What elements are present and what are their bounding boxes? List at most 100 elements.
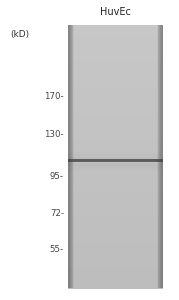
Bar: [68, 221, 163, 223]
Bar: [68, 129, 163, 131]
Bar: [68, 194, 163, 196]
Bar: [68, 180, 163, 181]
Bar: [68, 144, 163, 145]
Bar: [68, 282, 163, 283]
Bar: [68, 154, 163, 155]
Bar: [68, 205, 163, 206]
Bar: [68, 126, 163, 127]
Bar: [68, 46, 163, 47]
Bar: [68, 162, 163, 163]
Bar: [68, 33, 163, 34]
Bar: [68, 75, 163, 76]
Bar: [68, 86, 163, 88]
Bar: [68, 70, 163, 71]
Bar: [68, 97, 163, 98]
Bar: [68, 236, 163, 238]
Bar: [68, 70, 163, 72]
Bar: [68, 73, 163, 75]
Bar: [68, 53, 163, 54]
Bar: [68, 128, 163, 130]
Bar: [68, 122, 163, 124]
Bar: [68, 158, 163, 159]
Bar: [68, 111, 163, 112]
Bar: [68, 80, 163, 82]
Bar: [68, 284, 163, 286]
Bar: [68, 93, 163, 95]
Bar: [68, 48, 163, 49]
Bar: [68, 25, 73, 288]
Bar: [68, 220, 163, 221]
Bar: [68, 108, 163, 110]
Bar: [68, 211, 163, 212]
Bar: [68, 171, 163, 173]
Bar: [68, 167, 163, 168]
Bar: [68, 267, 163, 268]
Bar: [68, 25, 74, 288]
Bar: [68, 151, 163, 153]
Bar: [68, 222, 163, 224]
Bar: [68, 110, 163, 111]
Bar: [68, 117, 163, 118]
Bar: [68, 62, 163, 63]
Bar: [68, 179, 163, 181]
Bar: [68, 207, 163, 209]
Bar: [68, 170, 163, 172]
Bar: [68, 190, 163, 191]
Bar: [68, 209, 163, 211]
Bar: [68, 272, 163, 274]
Bar: [68, 142, 163, 144]
Bar: [68, 49, 163, 50]
Bar: [68, 278, 163, 280]
Bar: [68, 248, 163, 250]
Bar: [68, 139, 163, 140]
Bar: [68, 203, 163, 204]
Bar: [68, 242, 163, 243]
Bar: [68, 253, 163, 254]
Bar: [68, 182, 163, 183]
Bar: [68, 250, 163, 252]
Bar: [68, 236, 163, 237]
Bar: [68, 181, 163, 182]
Bar: [68, 237, 163, 238]
Bar: [68, 158, 163, 159]
Bar: [68, 189, 163, 190]
Bar: [68, 71, 163, 73]
Bar: [68, 64, 163, 66]
Bar: [68, 25, 71, 288]
Bar: [68, 34, 163, 36]
Bar: [68, 61, 163, 62]
Bar: [68, 44, 163, 46]
Bar: [68, 285, 163, 287]
Text: 72-: 72-: [50, 208, 64, 217]
Bar: [68, 188, 163, 189]
Bar: [68, 25, 69, 288]
Bar: [68, 25, 70, 288]
Bar: [68, 192, 163, 193]
Bar: [68, 186, 163, 188]
Bar: [68, 177, 163, 178]
Bar: [68, 156, 163, 157]
Bar: [68, 239, 163, 240]
Bar: [68, 74, 163, 76]
Bar: [68, 25, 70, 288]
Bar: [68, 227, 163, 229]
Bar: [68, 146, 163, 147]
Bar: [68, 115, 163, 117]
Bar: [68, 274, 163, 275]
Bar: [68, 220, 163, 222]
Bar: [68, 244, 163, 245]
Bar: [68, 154, 163, 156]
Bar: [68, 160, 163, 161]
Bar: [68, 47, 163, 48]
Bar: [68, 217, 163, 218]
Bar: [68, 102, 163, 104]
Bar: [68, 187, 163, 189]
Bar: [159, 25, 163, 288]
Text: 55-: 55-: [50, 245, 64, 254]
Bar: [68, 176, 163, 177]
Bar: [68, 165, 163, 166]
Bar: [68, 64, 163, 65]
Bar: [68, 134, 163, 135]
Bar: [161, 25, 163, 288]
Bar: [68, 226, 163, 227]
